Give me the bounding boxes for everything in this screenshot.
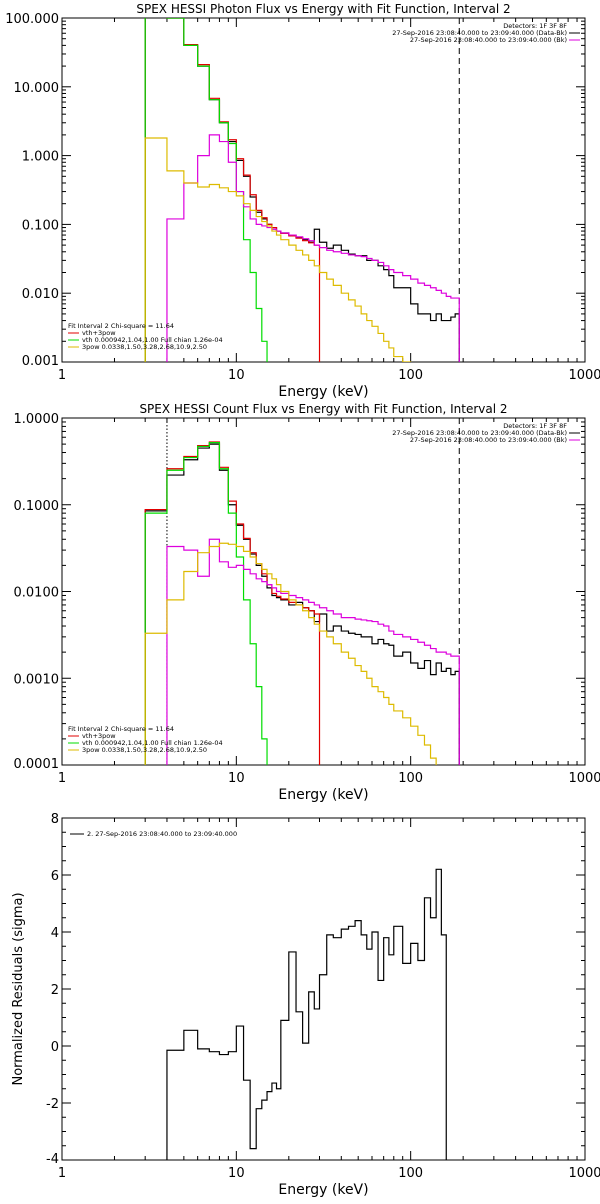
plot-frame xyxy=(61,417,586,766)
fit-legend-entry: Fit Interval 2 Chi-square = 11.64 xyxy=(68,322,174,330)
series-data-bk xyxy=(144,18,460,362)
x-axis-label: Energy (keV) xyxy=(278,787,368,803)
legend-entry: 27-Sep-2016 23:08:40.000 to 23:09:40.000… xyxy=(410,436,567,444)
chart-title: SPEX HESSI Count Flux vs Energy with Fit… xyxy=(139,402,507,416)
fit-legend-entry: 3pow 0.0338,1.50,3.28,2.68,10.9,2.50 xyxy=(82,746,207,754)
legend-entry: Detectors: 1F 3F 8F xyxy=(503,422,567,430)
y-tick-label: 100.000 xyxy=(5,12,59,27)
fit-legend-entry: 3pow 0.0338,1.50,3.28,2.68,10.9,2.50 xyxy=(82,343,207,351)
x-tick-label: 1000 xyxy=(568,368,600,383)
y-tick-label: 0.0100 xyxy=(14,586,60,601)
y-axis-label: Normalized Residuals (sigma) xyxy=(11,892,26,1085)
y-tick-label: 2 xyxy=(51,983,59,998)
y-tick-label: 1.000 xyxy=(22,150,59,165)
series-residuals xyxy=(166,868,447,1160)
legend-entry: Detectors: 1F 3F 8F xyxy=(503,22,567,30)
y-tick-label: 0.0010 xyxy=(14,672,60,687)
x-tick-label: 1000 xyxy=(568,771,600,786)
fit-legend-entry: vth+3pow xyxy=(82,732,116,740)
y-tick-label: 0.010 xyxy=(22,287,59,302)
y-tick-label: 8 xyxy=(51,812,59,827)
y-tick-label: -4 xyxy=(46,1152,59,1167)
plot-frame xyxy=(61,817,586,1161)
series-vth-3pow xyxy=(144,18,321,362)
x-tick-label: 1000 xyxy=(568,1166,600,1181)
fit-legend-entry: vth 0.000942,1.04,1.00 Full chian 1.26e-… xyxy=(82,739,223,747)
series-vth xyxy=(144,18,268,362)
x-tick-label: 100 xyxy=(398,368,423,383)
series-3pow xyxy=(144,137,412,362)
x-tick-label: 1 xyxy=(58,368,66,383)
x-tick-label: 1 xyxy=(58,771,66,786)
x-axis-label: Energy (keV) xyxy=(278,384,368,400)
x-tick-label: 10 xyxy=(228,368,245,383)
y-tick-label: 0.100 xyxy=(22,218,59,233)
series-vth xyxy=(144,442,268,765)
x-axis-label: Energy (keV) xyxy=(278,1182,368,1198)
plot-frame xyxy=(61,17,586,363)
legend-entry: 27-Sep-2016 23:08:40.000 to 23:09:40.000… xyxy=(410,36,567,44)
y-tick-label: 6 xyxy=(51,869,59,884)
fit-legend-entry: vth 0.000942,1.04,1.00 Full chian 1.26e-… xyxy=(82,336,223,344)
x-tick-label: 1 xyxy=(58,1166,66,1181)
series-bk xyxy=(166,538,460,765)
y-tick-label: 0 xyxy=(51,1040,59,1055)
x-tick-label: 10 xyxy=(228,1166,245,1181)
y-tick-label: 10.000 xyxy=(14,81,60,96)
series-3pow xyxy=(144,542,437,765)
legend-entry: 27-Sep-2016 23:08:40.000 to 23:09:40.000… xyxy=(392,429,567,437)
y-tick-label: 0.0001 xyxy=(14,757,60,772)
fit-legend-entry: Fit Interval 2 Chi-square = 11.64 xyxy=(68,725,174,733)
chart-title: SPEX HESSI Photon Flux vs Energy with Fi… xyxy=(136,2,510,16)
y-tick-label: 1.0000 xyxy=(14,412,60,427)
x-tick-label: 10 xyxy=(228,771,245,786)
y-tick-label: -2 xyxy=(46,1097,59,1112)
y-tick-label: 0.1000 xyxy=(14,499,60,514)
legend-entry: 2. 27-Sep-2016 23:08:40.000 to 23:09:40.… xyxy=(87,830,237,838)
x-tick-label: 100 xyxy=(398,1166,423,1181)
fit-legend-entry: vth+3pow xyxy=(82,329,116,337)
y-tick-label: 4 xyxy=(51,926,59,941)
y-tick-label: 0.001 xyxy=(22,354,59,369)
x-tick-label: 100 xyxy=(398,771,423,786)
legend-entry: 27-Sep-2016 23:08:40.000 to 23:09:40.000… xyxy=(392,29,567,37)
